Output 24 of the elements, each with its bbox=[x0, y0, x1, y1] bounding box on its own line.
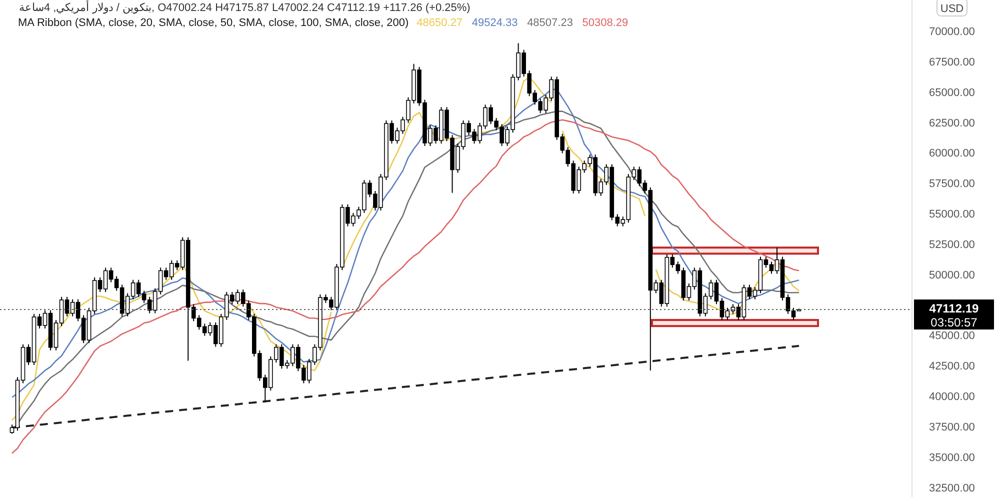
y-tick-label: 62500.00 bbox=[929, 117, 975, 130]
y-tick-label: 42500.00 bbox=[929, 360, 975, 373]
text: 03:50:57 bbox=[930, 315, 978, 330]
text: 48507.23 bbox=[527, 17, 573, 29]
y-tick-label: 35000.00 bbox=[929, 452, 975, 464]
text: USD bbox=[940, 3, 964, 15]
text: MA Ribbon (SMA, close, 20, SMA, close, 50, SMA, close, 100, SMA, close, 200) bbox=[18, 17, 409, 29]
y-tick-label: 40000.00 bbox=[929, 391, 975, 404]
y-tick-label: 57500.00 bbox=[929, 178, 975, 190]
chart-title: بتكوين / دولار أمريكي, 4ساعة, O47002.24 H47175.87 L47002.24 C47112.19 +117.26 (+0.25%) bbox=[18, 0, 472, 16]
text: 50308.29 bbox=[582, 17, 628, 29]
y-tick-label: 32500.00 bbox=[929, 482, 975, 494]
y-tick-label: 70000.00 bbox=[929, 26, 975, 38]
y-tick-label: 67500.00 bbox=[929, 56, 975, 68]
y-tick-label: 55000.00 bbox=[929, 208, 975, 221]
text: 49524.33 bbox=[472, 17, 518, 29]
y-tick-label: 52500.00 bbox=[929, 238, 975, 251]
text: 48650.27 bbox=[416, 17, 463, 29]
ref-line-label: 47112.19 bbox=[929, 301, 980, 316]
y-tick-label: 37500.00 bbox=[929, 421, 975, 434]
y-tick-label: 65000.00 bbox=[929, 86, 975, 99]
y-tick-label: 45000.00 bbox=[929, 330, 975, 342]
y-tick-label: 50000.00 bbox=[929, 269, 975, 282]
y-tick-label: 60000.00 bbox=[929, 148, 975, 160]
